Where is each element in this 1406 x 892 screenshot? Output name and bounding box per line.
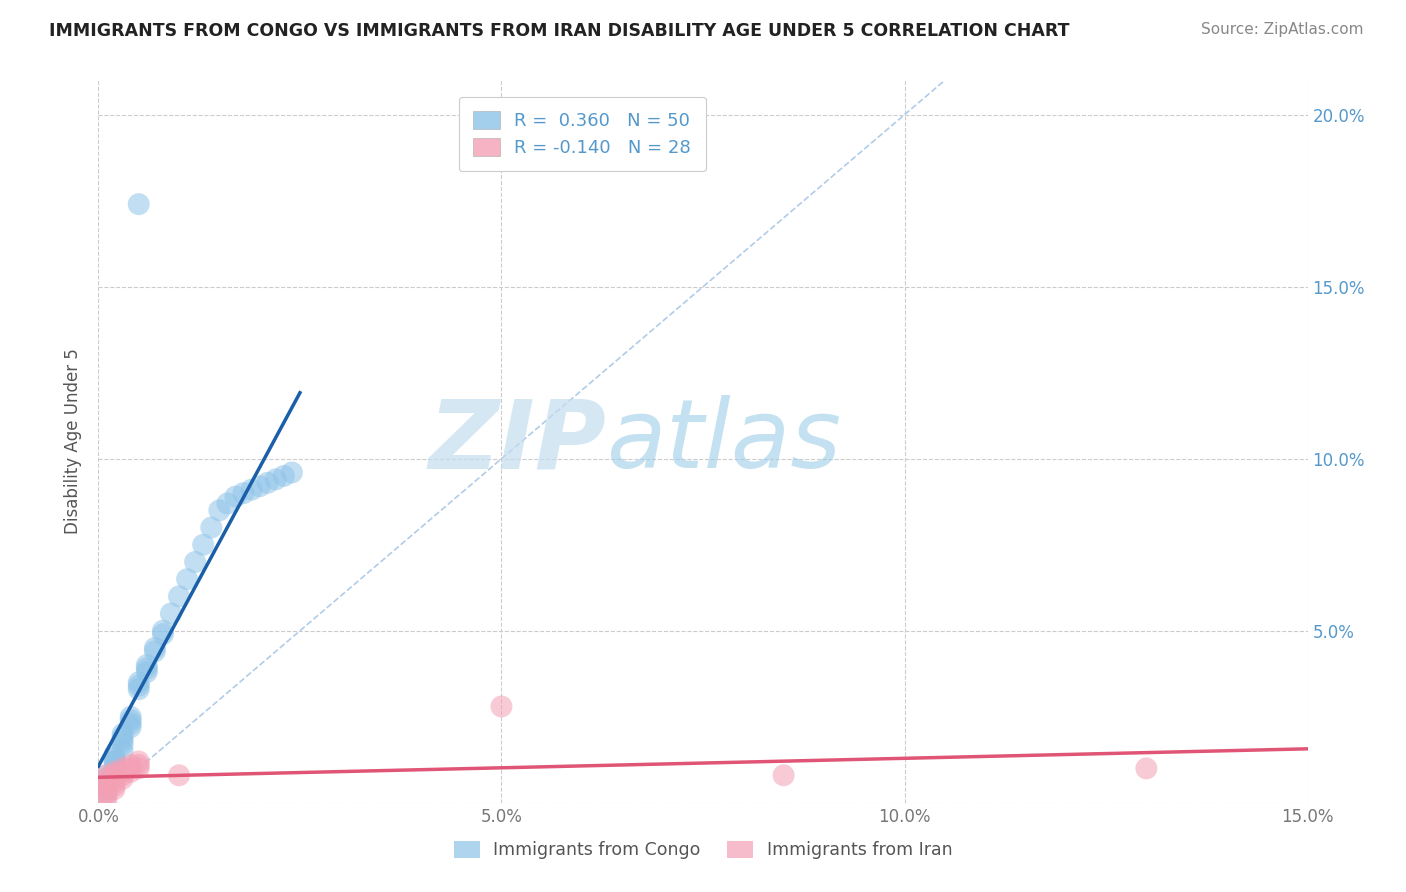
Point	[103, 764, 125, 779]
Point	[152, 624, 174, 638]
Point	[96, 768, 118, 782]
Point	[264, 472, 287, 486]
Point	[249, 479, 271, 493]
Text: IMMIGRANTS FROM CONGO VS IMMIGRANTS FROM IRAN DISABILITY AGE UNDER 5 CORRELATION: IMMIGRANTS FROM CONGO VS IMMIGRANTS FROM…	[49, 22, 1070, 40]
Point	[96, 779, 118, 793]
Point	[96, 775, 118, 789]
Point	[135, 658, 157, 673]
Point	[176, 572, 198, 586]
Point	[128, 755, 150, 769]
Point	[193, 538, 215, 552]
Point	[111, 727, 134, 741]
Point	[103, 751, 125, 765]
Point	[128, 761, 150, 775]
Point	[96, 782, 118, 797]
Point	[96, 789, 118, 803]
Point	[281, 466, 304, 480]
Point	[167, 768, 190, 782]
Point	[96, 772, 118, 786]
Point	[96, 768, 118, 782]
Point	[224, 490, 246, 504]
Text: ZIP: ZIP	[429, 395, 606, 488]
Point	[96, 782, 118, 797]
Point	[96, 775, 118, 789]
Point	[111, 768, 134, 782]
Point	[143, 644, 166, 658]
Point	[111, 772, 134, 786]
Point	[96, 779, 118, 793]
Point	[135, 662, 157, 676]
Point	[120, 758, 142, 772]
Point	[111, 761, 134, 775]
Point	[167, 590, 190, 604]
Point	[152, 627, 174, 641]
Point	[103, 782, 125, 797]
Legend: Immigrants from Congo, Immigrants from Iran: Immigrants from Congo, Immigrants from I…	[447, 834, 959, 866]
Point	[491, 699, 513, 714]
Point	[128, 675, 150, 690]
Point	[96, 779, 118, 793]
Point	[128, 679, 150, 693]
Point	[96, 792, 118, 806]
Point	[96, 785, 118, 799]
Text: Source: ZipAtlas.com: Source: ZipAtlas.com	[1201, 22, 1364, 37]
Point	[96, 785, 118, 799]
Point	[103, 747, 125, 762]
Point	[103, 761, 125, 775]
Point	[1135, 761, 1157, 775]
Point	[103, 755, 125, 769]
Point	[240, 483, 263, 497]
Point	[96, 782, 118, 797]
Point	[111, 744, 134, 758]
Point	[184, 555, 207, 569]
Point	[128, 197, 150, 211]
Point	[103, 775, 125, 789]
Point	[120, 710, 142, 724]
Point	[128, 682, 150, 697]
Point	[217, 496, 239, 510]
Point	[103, 772, 125, 786]
Point	[120, 713, 142, 727]
Point	[772, 768, 794, 782]
Point	[200, 520, 222, 534]
Point	[232, 486, 254, 500]
Point	[111, 734, 134, 748]
Point	[103, 779, 125, 793]
Point	[111, 764, 134, 779]
Text: atlas: atlas	[606, 395, 841, 488]
Point	[111, 737, 134, 751]
Point	[96, 775, 118, 789]
Point	[103, 755, 125, 769]
Point	[111, 731, 134, 745]
Point	[120, 764, 142, 779]
Point	[273, 469, 295, 483]
Y-axis label: Disability Age Under 5: Disability Age Under 5	[65, 349, 83, 534]
Point	[120, 761, 142, 775]
Point	[120, 720, 142, 734]
Point	[128, 758, 150, 772]
Point	[208, 503, 231, 517]
Point	[120, 716, 142, 731]
Point	[135, 665, 157, 679]
Point	[160, 607, 183, 621]
Point	[96, 772, 118, 786]
Point	[256, 475, 278, 490]
Point	[103, 768, 125, 782]
Point	[143, 640, 166, 655]
